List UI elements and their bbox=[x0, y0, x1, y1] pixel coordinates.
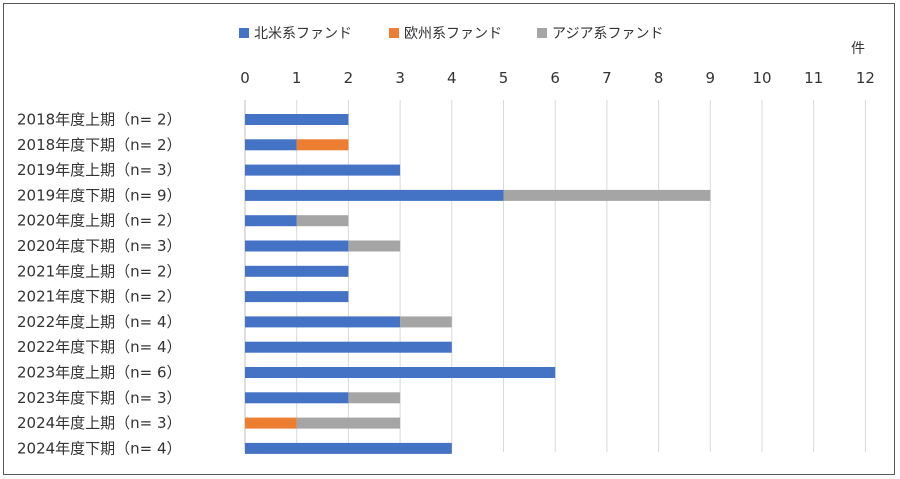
category-label: 2022年度下期（n= 4） bbox=[17, 338, 182, 356]
bar-segment-1 bbox=[245, 265, 349, 277]
bar-segment-3 bbox=[348, 240, 401, 252]
bar-segment-1 bbox=[245, 392, 349, 404]
x-tick-label: 5 bbox=[499, 69, 509, 87]
bar-segment-1 bbox=[245, 291, 349, 303]
bar-segment-1 bbox=[245, 367, 556, 378]
category-label: 2022年度上期（n= 4） bbox=[17, 313, 182, 331]
bar-segment-1 bbox=[245, 316, 401, 328]
bar-segment-1 bbox=[245, 114, 349, 125]
bars bbox=[245, 114, 711, 454]
category-labels: 2018年度上期（n= 2） 2018年度下期（n= 2） 2019年度上期（n= … bbox=[17, 111, 182, 458]
x-tick-label: 11 bbox=[804, 69, 823, 87]
x-tick-label: 9 bbox=[706, 69, 716, 87]
legend: 北米系ファンド 欧州系ファンド アジア系ファンド bbox=[239, 26, 663, 42]
bar-segment-1 bbox=[245, 240, 349, 252]
bar-segment-1 bbox=[245, 341, 452, 353]
bar-segment-3 bbox=[503, 189, 711, 201]
legend-swatch bbox=[537, 28, 547, 38]
category-label: 2020年度下期（n= 3） bbox=[17, 237, 182, 255]
category-label: 2021年度上期（n= 2） bbox=[17, 262, 182, 280]
bar-segment-2 bbox=[296, 139, 349, 151]
category-label: 2024年度上期（n= 3） bbox=[17, 414, 182, 432]
category-label: 2023年度上期（n= 6） bbox=[17, 364, 182, 382]
x-tick-label: 1 bbox=[292, 69, 302, 87]
chart-frame bbox=[3, 3, 895, 475]
x-tick-label: 12 bbox=[856, 69, 875, 87]
legend-label: アジア系ファンド bbox=[552, 26, 663, 42]
legend-label: 欧州系ファンド bbox=[404, 26, 502, 42]
x-tick-label: 3 bbox=[395, 69, 405, 87]
category-label: 2024年度下期（n= 4） bbox=[17, 439, 182, 457]
x-tick-label: 6 bbox=[550, 69, 560, 87]
x-tick-label: 2 bbox=[344, 69, 354, 87]
bar-segment-3 bbox=[296, 417, 401, 429]
bar-segment-2 bbox=[245, 417, 297, 429]
legend-swatch bbox=[239, 28, 249, 38]
x-tick-labels: 0 1 2 3 4 5 6 7 8 9 10 11 12 bbox=[240, 69, 875, 87]
category-label: 2023年度下期（n= 3） bbox=[17, 389, 182, 407]
bar-segment-1 bbox=[245, 442, 452, 454]
bar-segment-3 bbox=[296, 215, 349, 227]
x-tick-label: 7 bbox=[602, 69, 612, 87]
bar-segment-1 bbox=[245, 139, 297, 151]
x-tick-label: 8 bbox=[654, 69, 664, 87]
legend-label: 北米系ファンド bbox=[254, 26, 352, 42]
bar-segment-1 bbox=[245, 215, 297, 227]
bar-segment-1 bbox=[245, 164, 401, 176]
legend-swatch bbox=[389, 28, 399, 38]
bar-segment-3 bbox=[348, 392, 401, 404]
category-label: 2019年度上期（n= 3） bbox=[17, 161, 182, 179]
category-label: 2018年度下期（n= 2） bbox=[17, 136, 182, 154]
x-unit-label: 件 bbox=[851, 41, 865, 57]
bar-segment-3 bbox=[400, 316, 452, 328]
category-label: 2021年度下期（n= 2） bbox=[17, 288, 182, 306]
category-label: 2019年度下期（n= 9） bbox=[17, 186, 182, 204]
x-tick-label: 4 bbox=[447, 69, 457, 87]
bar-segment-1 bbox=[245, 189, 504, 201]
category-label: 2018年度上期（n= 2） bbox=[17, 111, 182, 129]
x-tick-label: 0 bbox=[240, 69, 250, 87]
x-tick-label: 10 bbox=[752, 69, 771, 87]
category-label: 2020年度上期（n= 2） bbox=[17, 212, 182, 230]
